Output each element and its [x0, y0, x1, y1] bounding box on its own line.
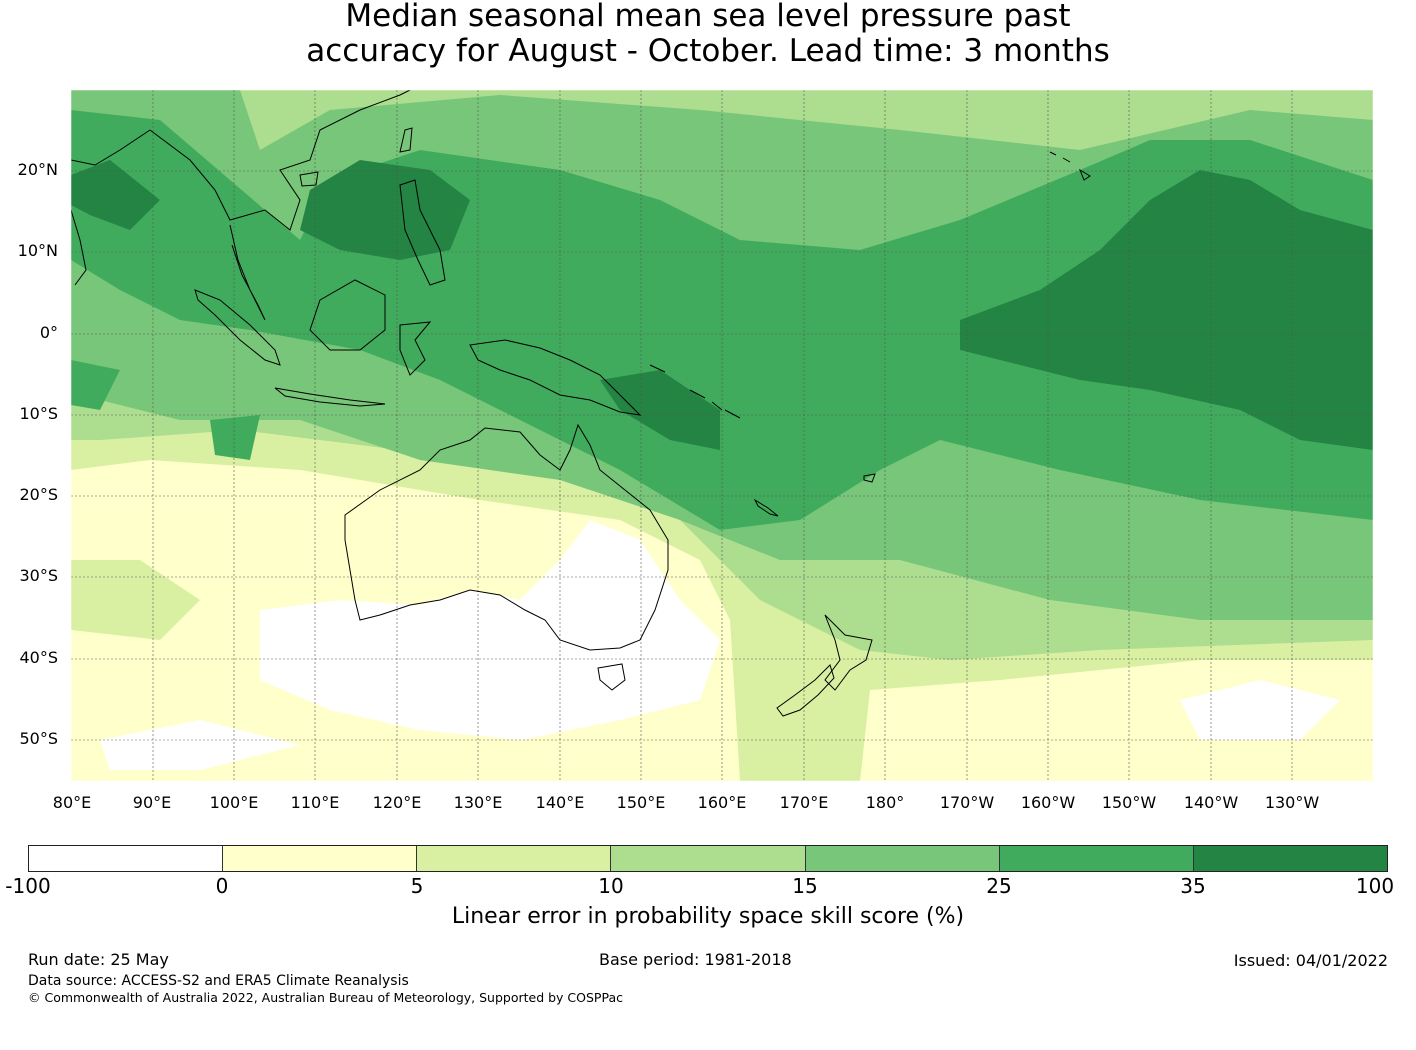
coastline-borneo [309, 279, 386, 351]
run-date: Run date: 25 May [28, 950, 169, 969]
coastline-sulawesi [399, 321, 432, 376]
lon-label: 160°E [697, 793, 747, 812]
chart-title-line-1: Median seasonal mean sea level pressure … [345, 0, 1071, 34]
lon-label: 170°W [939, 793, 995, 812]
region-skill-35-100 [300, 160, 470, 260]
coastline-india [71, 129, 151, 286]
colorbar-tick: 15 [792, 874, 818, 898]
coastline-new-guinea [469, 339, 642, 416]
colorbar-swatch [29, 846, 224, 871]
region-skill-5-10 [71, 560, 200, 640]
colorbar [28, 845, 1388, 872]
lon-label: 160°W [1020, 793, 1076, 812]
coastline-sumatra [194, 289, 281, 366]
copyright-notice: © Commonwealth of Australia 2022, Austra… [28, 990, 623, 1005]
colorbar-tick: 0 [215, 874, 229, 898]
lon-label: 130°E [453, 793, 503, 812]
colorbar-tick: 10 [598, 874, 624, 898]
colorbar-label: Linear error in probability space skill … [451, 904, 965, 929]
coastline-tasmania [597, 663, 626, 691]
region-negative-skill [1180, 680, 1340, 740]
lat-label-10s: 10°S [19, 404, 58, 423]
skill-score-map [70, 89, 1374, 782]
colorbar-swatch [223, 846, 418, 871]
colorbar-tick: 25 [986, 874, 1012, 898]
colorbar-swatch [611, 846, 806, 871]
data-source: Data source: ACCESS-S2 and ERA5 Climate … [28, 973, 409, 989]
map-frame [70, 89, 1374, 782]
colorbar-swatch [1193, 846, 1387, 871]
lon-label: 100°E [209, 793, 259, 812]
chart-title-line-2: accuracy for August - October. Lead time… [306, 33, 1110, 69]
lon-label: 130°W [1264, 793, 1320, 812]
base-period: Base period: 1981-2018 [599, 950, 792, 969]
colorbar-swatch [999, 846, 1194, 871]
lat-label-50s: 50°S [19, 729, 58, 748]
coastline-solomon-islands [649, 364, 741, 419]
colorbar-swatch [805, 846, 1000, 871]
coastline-hainan [299, 171, 319, 187]
colorbar-tick: 5 [410, 874, 424, 898]
lon-label: 140°W [1183, 793, 1239, 812]
lat-label-30s: 30°S [19, 566, 58, 585]
colorbar-swatch [417, 846, 612, 871]
graticule [71, 90, 1373, 781]
coastline-new-zealand-south [776, 664, 835, 717]
coastline-philippines [399, 179, 446, 286]
lon-label: 140°E [535, 793, 585, 812]
colorbar-tick: 100 [1355, 874, 1395, 898]
coastline-taiwan [399, 127, 413, 153]
coastline-australia [344, 423, 669, 651]
region-skill-35-100 [71, 160, 160, 230]
region-negative-skill [260, 520, 720, 740]
colorbar-tick: -100 [5, 874, 51, 898]
lat-label-40s: 40°S [19, 648, 58, 667]
region-skill-35-100 [960, 170, 1373, 450]
lon-label: 80°E [52, 793, 92, 812]
region-skill-25-35 [210, 415, 260, 460]
region-skill-25-35 [71, 360, 120, 410]
issued-date: Issued: 04/01/2022 [1233, 951, 1388, 970]
colorbar-tick: 35 [1180, 874, 1206, 898]
coastline-hawaii [1049, 151, 1091, 181]
lon-label: 120°E [372, 793, 422, 812]
lon-label: 170°E [779, 793, 829, 812]
region-negative-skill [100, 720, 300, 770]
lon-label: 180° [865, 793, 905, 812]
coastline-java [274, 387, 386, 407]
coastline-new-caledonia [753, 498, 779, 517]
lon-label: 110°E [290, 793, 340, 812]
lat-label-equator: 0° [39, 323, 58, 342]
coastline-malay-peninsula [229, 224, 266, 321]
lat-label-10n: 10°N [17, 241, 58, 260]
lon-label: 90°E [132, 793, 172, 812]
lat-label-20s: 20°S [19, 485, 58, 504]
coastline-fiji [863, 473, 876, 483]
lon-label: 150°W [1101, 793, 1157, 812]
lon-label: 150°E [616, 793, 666, 812]
coastline-new-zealand-north [824, 614, 873, 691]
coastline-indochina [149, 90, 411, 231]
lat-label-20n: 20°N [17, 160, 58, 179]
